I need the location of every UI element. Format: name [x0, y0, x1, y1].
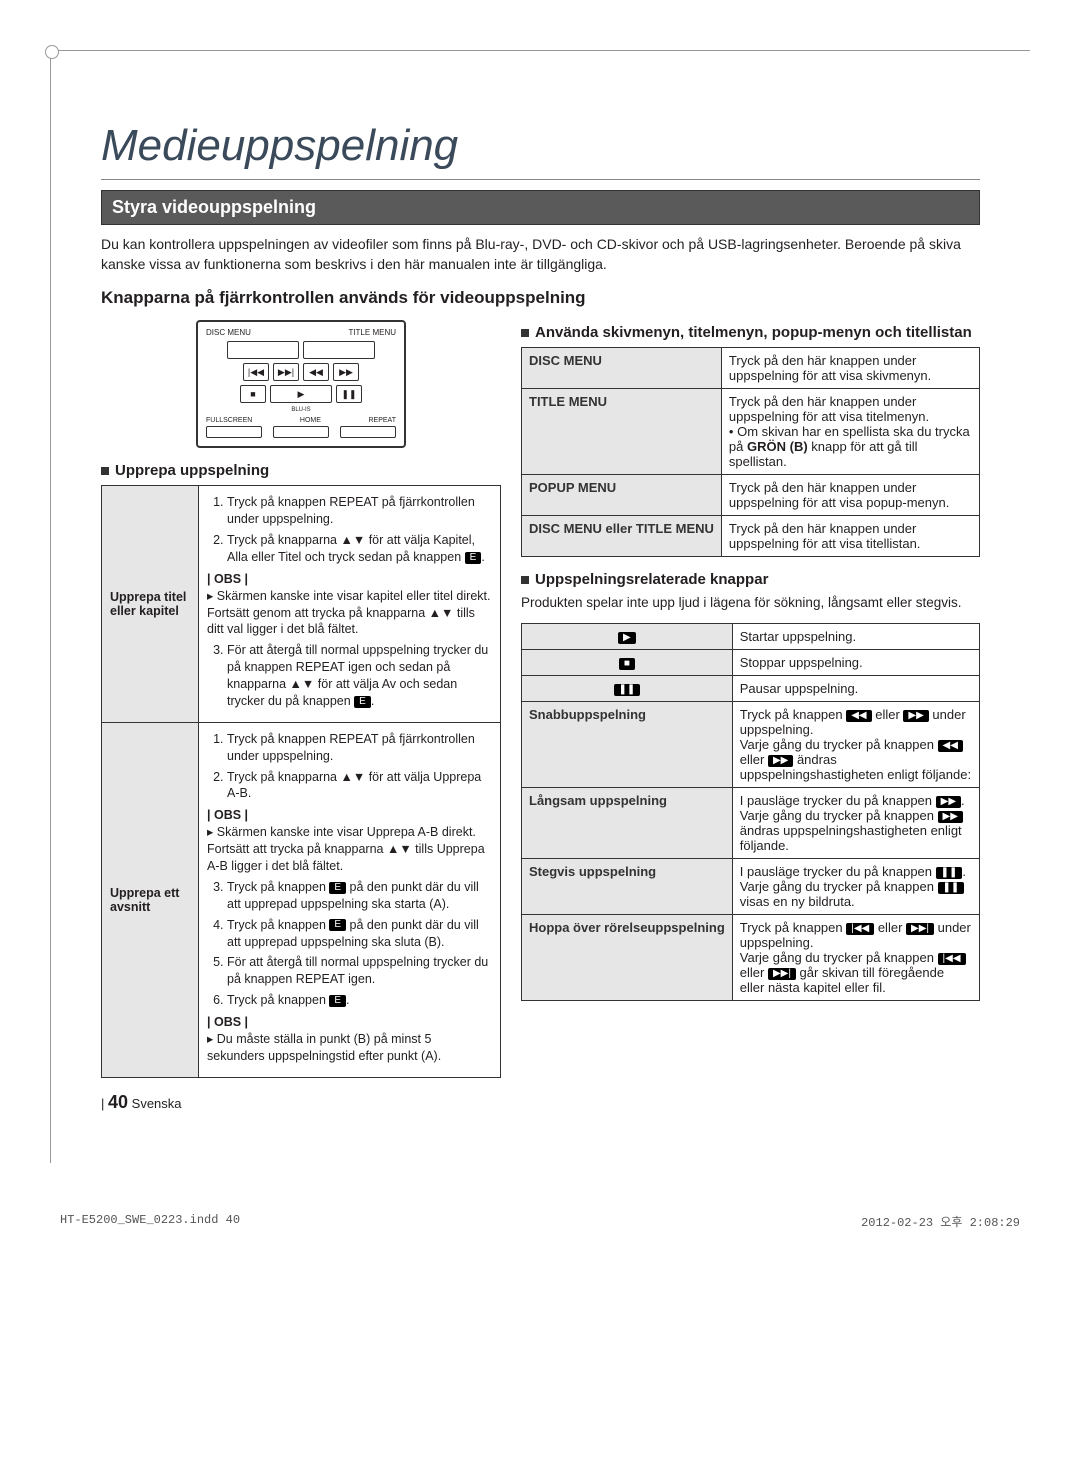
remote-small-label: BLU-IS	[206, 407, 396, 413]
repeat-row-head-0: Upprepa titel eller kapitel	[102, 486, 199, 723]
play-key: Långsam uppspelning	[522, 788, 733, 859]
remote-repeat-label: REPEAT	[368, 417, 396, 424]
menu-key: POPUP MENU	[522, 475, 722, 516]
pause-icon: ❚❚	[614, 684, 641, 696]
step: Tryck på knappen E.	[227, 992, 492, 1009]
play-desc: Pausar uppspelning.	[732, 676, 979, 702]
footer-left: HT-E5200_SWE_0223.indd 40	[60, 1213, 240, 1230]
note: Du måste ställa in punkt (B) på minst 5 …	[207, 1031, 492, 1065]
step: För att återgå till normal uppspelning t…	[227, 642, 492, 710]
step: Tryck på knapparna ▲▼ för att välja Kapi…	[227, 532, 492, 566]
play-key: Stegvis uppspelning	[522, 859, 733, 915]
play-intro: Produkten spelar inte upp ljud i lägena …	[521, 594, 980, 613]
step: Tryck på knapparna ▲▼ för att välja Uppr…	[227, 769, 492, 803]
menu-key: DISC MENU eller TITLE MENU	[522, 516, 722, 557]
remote-fullscreen-label: FULLSCREEN	[206, 417, 252, 424]
menu-key: TITLE MENU	[522, 389, 722, 475]
menu-val: Tryck på den här knappen under uppspelni…	[721, 516, 979, 557]
step: Tryck på knappen E på den punkt där du v…	[227, 879, 492, 913]
repeat-row-head-1: Upprepa ett avsnitt	[102, 722, 199, 1077]
step: Tryck på knappen REPEAT på fjärrkontroll…	[227, 731, 492, 765]
menu-val: Tryck på den här knappen under uppspelni…	[721, 389, 979, 475]
obs-label: | OBS |	[207, 808, 492, 822]
stop-icon: ■	[619, 658, 635, 670]
repeat-table: Upprepa titel eller kapitel Tryck på kna…	[101, 485, 501, 1078]
play-val: Tryck på knappen ◀◀ eller ▶▶ under uppsp…	[732, 702, 979, 788]
note: Skärmen kanske inte visar Upprepa A-B di…	[207, 824, 492, 875]
play-key: Hoppa över rörelseuppspelning	[522, 915, 733, 1001]
note: Skärmen kanske inte visar kapitel eller …	[207, 588, 492, 639]
obs-label: | OBS |	[207, 1015, 492, 1029]
remote-disc-menu-label: DISC MENU	[206, 328, 251, 337]
menu-val: Tryck på den här knappen under uppspelni…	[721, 475, 979, 516]
menu-val: Tryck på den här knappen under uppspelni…	[721, 348, 979, 389]
remote-home-label: HOME	[300, 417, 321, 424]
sub-heading: Knapparna på fjärrkontrollen används för…	[101, 288, 980, 308]
page-title: Medieuppspelning	[101, 121, 980, 171]
step: Tryck på knappen E på den punkt där du v…	[227, 917, 492, 951]
play-val: Tryck på knappen |◀◀ eller ▶▶| under upp…	[732, 915, 979, 1001]
remote-diagram: DISC MENU TITLE MENU |◀◀▶▶|◀◀▶▶ ■▶❚❚ BLU…	[196, 320, 406, 448]
play-icon: ▶	[618, 632, 636, 644]
obs-label: | OBS |	[207, 572, 492, 586]
footer-right: 2012-02-23 오후 2:08:29	[861, 1213, 1020, 1230]
repeat-heading: Upprepa uppspelning	[115, 462, 269, 479]
play-desc: Startar uppspelning.	[732, 624, 979, 650]
page-number: | 40 Svenska	[101, 1092, 980, 1113]
play-val: I pausläge trycker du på knappen ❚❚.Varj…	[732, 859, 979, 915]
remote-title-menu-label: TITLE MENU	[348, 328, 396, 337]
menu-key: DISC MENU	[522, 348, 722, 389]
section-heading: Styra videouppspelning	[101, 190, 980, 225]
playback-icons-table: ▶ Startar uppspelning. ■ Stoppar uppspel…	[521, 623, 980, 1001]
step: Tryck på knappen REPEAT på fjärrkontroll…	[227, 494, 492, 528]
menu-heading: Använda skivmenyn, titelmenyn, popup-men…	[535, 324, 972, 341]
intro-text: Du kan kontrollera uppspelningen av vide…	[101, 235, 980, 274]
step: För att återgå till normal uppspelning t…	[227, 954, 492, 988]
play-desc: Stoppar uppspelning.	[732, 650, 979, 676]
play-heading: Uppspelningsrelaterade knappar	[535, 571, 768, 588]
play-val: I pausläge trycker du på knappen ▶▶.Varj…	[732, 788, 979, 859]
menu-table: DISC MENU Tryck på den här knappen under…	[521, 347, 980, 557]
play-key: Snabbuppspelning	[522, 702, 733, 788]
